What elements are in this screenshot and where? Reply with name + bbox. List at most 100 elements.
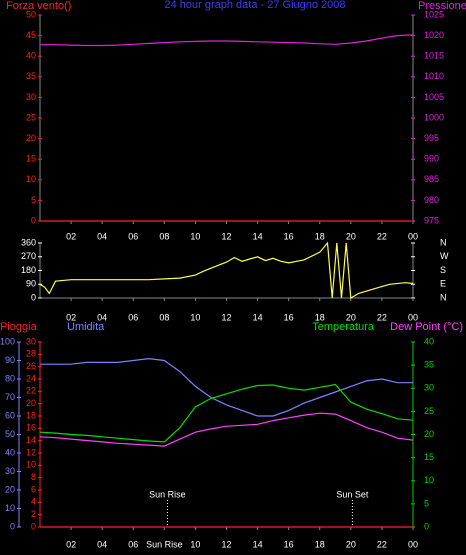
x-tick-label: 02 (66, 539, 76, 549)
y-tick-label: 80 (5, 373, 15, 383)
y-tick-label: 40 (26, 51, 36, 61)
x-tick-label: 00 (408, 231, 418, 241)
y-tick-label: N (440, 292, 447, 302)
y-tick-label: 50 (5, 429, 15, 439)
y-tick-label: 25 (26, 112, 36, 122)
y-tick-label: 10 (424, 475, 434, 485)
x-tick-label: 18 (315, 539, 325, 549)
x-tick-label: 00 (408, 539, 418, 549)
data-line (39, 241, 414, 300)
y-tick-label: 1020 (424, 30, 444, 40)
x-tick-label: 16 (284, 539, 294, 549)
y-tick-label: 5 (31, 195, 36, 205)
y-tick-label: 40 (5, 447, 15, 457)
y-tick-label: 1005 (424, 92, 444, 102)
y-tick-label: E (440, 279, 446, 289)
y-tick-label: 990 (424, 154, 439, 164)
data-line (40, 34, 414, 47)
y-tick-label: W (440, 251, 449, 261)
y-tick-label: 35 (424, 360, 434, 370)
y-tick-label: 180 (21, 265, 36, 275)
y-tick-label: 20 (424, 429, 434, 439)
x-tick-label: 14 (253, 539, 263, 549)
y-tick-label: 12 (26, 447, 36, 457)
y-tick-label: 20 (26, 398, 36, 408)
x-tick-label: 16 (284, 312, 294, 322)
y-tick-label: 20 (5, 484, 15, 494)
y-tick-label: 45 (26, 30, 36, 40)
y-tick-label: 1015 (424, 51, 444, 61)
data-line (39, 412, 414, 447)
y-tick-label: 25 (424, 406, 434, 416)
y-tick-label: 22 (26, 386, 36, 396)
y-tick-label: 10 (5, 503, 15, 513)
y-tick-label: 20 (26, 133, 36, 143)
x-tick-label: 00 (408, 312, 418, 322)
x-tick-label: 06 (128, 312, 138, 322)
y-tick-label: 35 (26, 71, 36, 81)
y-tick-label: S (440, 265, 446, 275)
x-tick-label: 06 (128, 539, 138, 549)
y-tick-label: 30 (26, 336, 36, 346)
y-tick-label: 26 (26, 361, 36, 371)
y-tick-label: 0 (10, 521, 15, 531)
x-tick-label: 14 (253, 231, 263, 241)
y-tick-label: 40 (424, 336, 434, 346)
y-tick-label: 2 (31, 509, 36, 519)
y-tick-label: 30 (424, 383, 434, 393)
y-tick-label: 4 (31, 497, 36, 507)
x-tick-label: Sun Rise (146, 539, 183, 549)
x-tick-label: 22 (377, 539, 387, 549)
legend-label: Dew Point (°C) (390, 321, 463, 333)
x-tick-label: 04 (97, 312, 107, 322)
x-tick-label: 14 (253, 312, 263, 322)
y-tick-label: 0 (31, 215, 36, 225)
x-tick-label: 06 (128, 231, 138, 241)
x-tick-label: 20 (346, 231, 356, 241)
axis-label: Pressione (418, 0, 466, 12)
y-tick-label: 6 (31, 484, 36, 494)
y-tick-label: 1000 (424, 112, 444, 122)
x-tick-label: 10 (190, 231, 200, 241)
y-tick-label: 24 (26, 373, 36, 383)
y-tick-label: 30 (26, 92, 36, 102)
y-tick-label: 70 (5, 392, 15, 402)
y-tick-label: 15 (424, 452, 434, 462)
x-tick-label: 08 (159, 312, 169, 322)
y-tick-label: 60 (5, 410, 15, 420)
axis-label: Forza vento() (6, 0, 71, 12)
x-tick-label: 12 (221, 539, 231, 549)
y-tick-label: 8 (31, 472, 36, 482)
y-tick-label: 980 (424, 195, 439, 205)
x-tick-label: 02 (66, 312, 76, 322)
y-tick-label: 0 (31, 292, 36, 302)
x-tick-label: 22 (377, 312, 387, 322)
y-tick-label: 16 (26, 423, 36, 433)
y-tick-label: 360 (21, 237, 36, 247)
y-tick-label: 985 (424, 174, 439, 184)
y-tick-label: 15 (26, 154, 36, 164)
x-tick-label: 12 (221, 231, 231, 241)
x-tick-label: 04 (97, 231, 107, 241)
x-tick-label: 10 (190, 312, 200, 322)
y-tick-label: 270 (21, 251, 36, 261)
data-line (39, 383, 414, 443)
y-tick-label: 90 (26, 279, 36, 289)
x-tick-label: 08 (159, 231, 169, 241)
x-tick-label: 10 (190, 539, 200, 549)
x-tick-label: 20 (346, 539, 356, 549)
x-tick-label: 02 (66, 231, 76, 241)
legend-label: Pioggia (0, 321, 38, 333)
x-tick-label: 12 (221, 312, 231, 322)
sun-marker-label: Sun Rise (149, 489, 186, 499)
y-tick-label: 0 (424, 521, 429, 531)
y-tick-label: N (440, 237, 447, 247)
y-tick-label: 10 (26, 460, 36, 470)
y-tick-label: 995 (424, 133, 439, 143)
legend-label: Umidita (67, 321, 105, 333)
y-tick-label: 50 (26, 9, 36, 19)
y-tick-label: 30 (5, 466, 15, 476)
y-tick-label: 1010 (424, 71, 444, 81)
chart-title: 24 hour graph data - 27 Giugno 2008 (164, 0, 345, 11)
